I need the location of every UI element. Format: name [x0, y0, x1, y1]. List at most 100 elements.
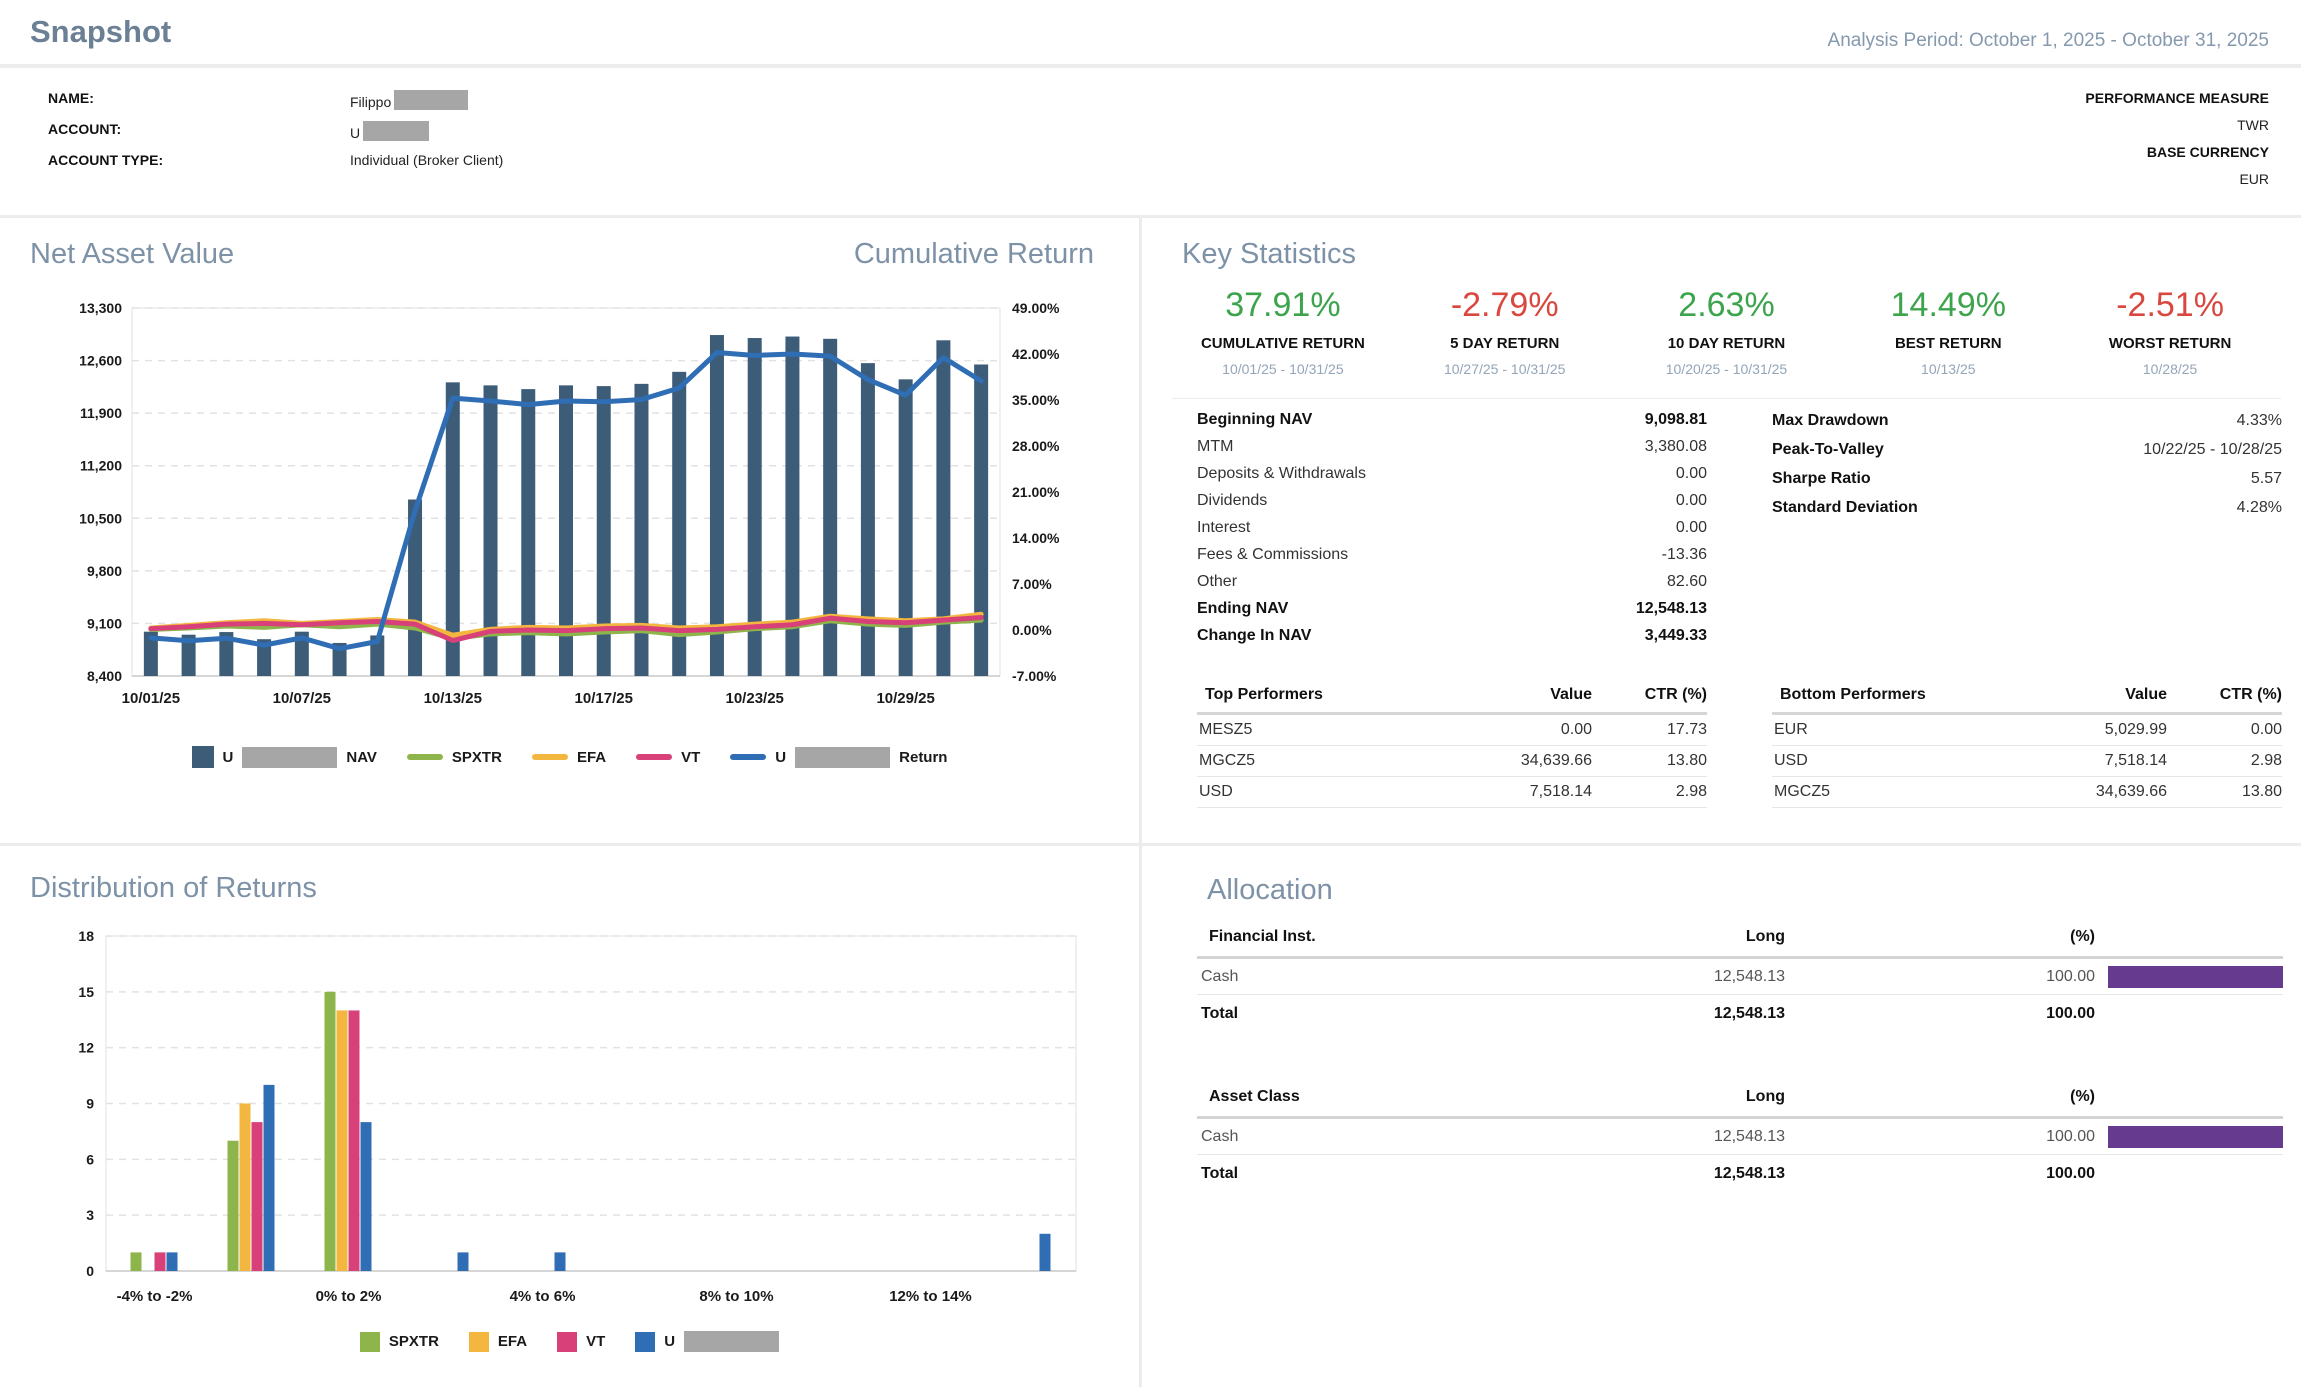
analysis-period: Analysis Period: October 1, 2025 - Octob… — [1827, 30, 2269, 51]
svg-text:12% to 14%: 12% to 14% — [889, 1288, 972, 1305]
legend-item: EFA — [468, 1331, 527, 1352]
table-header: Top Performers Value CTR (%) — [1197, 680, 1707, 715]
svg-text:10/29/25: 10/29/25 — [876, 690, 934, 707]
table-row: Dividends 0.00 — [1197, 491, 1707, 509]
table-row: EUR 5,029.99 0.00 — [1772, 715, 2282, 746]
bottom-performers-table: Bottom Performers Value CTR (%) EUR 5,02… — [1772, 680, 2282, 808]
table-row: Other 82.60 — [1197, 572, 1707, 590]
svg-text:7.00%: 7.00% — [1012, 576, 1052, 592]
performance-measure-value: TWR — [2237, 117, 2269, 133]
legend-swatch — [730, 754, 767, 760]
svg-text:10/13/25: 10/13/25 — [424, 690, 482, 707]
top-performers-table: Top Performers Value CTR (%) MESZ5 0.00 … — [1197, 680, 1707, 808]
allocation-bar — [2108, 1125, 2283, 1148]
svg-text:10/01/25: 10/01/25 — [122, 690, 180, 707]
stat-5-day-return: -2.79% 5 DAY RETURN 10/27/25 - 10/31/25 — [1443, 286, 1566, 377]
redacted-label — [684, 1331, 780, 1352]
legend-swatch — [359, 1331, 380, 1352]
svg-text:-4% to -2%: -4% to -2% — [117, 1288, 193, 1305]
svg-text:28.00%: 28.00% — [1012, 438, 1060, 454]
stat-10-day-return: 2.63% 10 DAY RETURN 10/20/25 - 10/31/25 — [1665, 286, 1788, 377]
redacted-name — [394, 90, 469, 110]
table-row: MGCZ5 34,639.66 13.80 — [1197, 746, 1707, 777]
svg-text:12,600: 12,600 — [79, 353, 122, 369]
table-row: USD 7,518.14 2.98 — [1197, 777, 1707, 808]
legend-item: EFA — [531, 749, 606, 766]
legend-item: VT — [636, 749, 700, 766]
key-statistics-title: Key Statistics — [1182, 238, 1357, 270]
nav-breakdown-table: Beginning NAV 9,098.81 MTM 3,380.08 Deposi… — [1197, 406, 1707, 649]
table-row: Standard Deviation 4.28% — [1772, 498, 2282, 516]
svg-text:-7.00%: -7.00% — [1012, 668, 1057, 684]
svg-text:49.00%: 49.00% — [1012, 300, 1060, 316]
base-currency-value: EUR — [2239, 171, 2269, 187]
svg-text:15: 15 — [78, 984, 94, 1000]
distribution-of-returns-panel: Distribution of Returns 0 3 6 9 12 15 18 -4% to… — [0, 846, 1142, 1387]
svg-text:8,400: 8,400 — [87, 668, 122, 684]
legend-swatch — [531, 754, 568, 760]
svg-text:0: 0 — [86, 1263, 94, 1279]
stats-divider — [1172, 398, 2281, 399]
allocation-bar — [2108, 965, 2283, 988]
table-header: Bottom Performers Value CTR (%) — [1772, 680, 2282, 715]
table-row: Deposits & Withdrawals 0.00 — [1197, 464, 1707, 482]
account-type-value: Individual (Broker Client) — [350, 152, 504, 168]
svg-text:9: 9 — [86, 1096, 94, 1112]
svg-text:0% to 2%: 0% to 2% — [316, 1288, 382, 1305]
table-row: Interest 0.00 — [1197, 518, 1707, 536]
svg-text:21.00%: 21.00% — [1012, 484, 1060, 500]
table-row: Fees & Commissions -13.36 — [1197, 545, 1707, 563]
svg-text:11,900: 11,900 — [80, 405, 122, 421]
legend-item: U NAV — [191, 746, 377, 768]
header-divider — [0, 64, 2301, 68]
svg-text:10,500: 10,500 — [79, 510, 122, 526]
stat-best-return: 14.49% BEST RETURN 10/13/25 — [1890, 286, 2006, 377]
legend-item: SPXTR — [359, 1331, 439, 1352]
table-row: Max Drawdown 4.33% — [1772, 411, 2282, 429]
table-header: Asset Class Long (%) — [1197, 1088, 2283, 1119]
redacted-label — [242, 746, 338, 768]
legend-swatch — [557, 1331, 578, 1352]
allocation-tables: Financial Inst. Long (%) Cash 12,548.13 … — [1197, 928, 2283, 1192]
svg-text:9,100: 9,100 — [87, 615, 122, 631]
svg-text:0.00%: 0.00% — [1012, 622, 1052, 638]
legend-swatch — [635, 1331, 656, 1352]
account-info: NAME: Filippo ACCOUNT: U ACCOUNT TYPE: I… — [48, 90, 503, 168]
distribution-of-returns-chart: 0 3 6 9 12 15 18 -4% to -2% 0% to 2% 4% to 6% 8% t… — [78, 928, 1077, 1305]
base-currency-label: BASE CURRENCY — [2146, 144, 2269, 160]
legend-swatch — [191, 746, 214, 768]
svg-text:4% to 6%: 4% to 6% — [510, 1288, 576, 1305]
svg-text:10/07/25: 10/07/25 — [273, 690, 331, 707]
distribution-chart-legend: SPXTR EFA VT U — [0, 1331, 1139, 1352]
svg-text:3: 3 — [86, 1207, 94, 1223]
svg-text:35.00%: 35.00% — [1012, 392, 1060, 408]
table-row-total: Total 12,548.13 100.00 — [1201, 1164, 2095, 1182]
table-row: MESZ5 0.00 17.73 — [1197, 715, 1707, 746]
redacted-label — [795, 746, 891, 768]
table-row: Cash 12,548.13 100.00 — [1197, 1119, 2283, 1155]
key-stats-row: 37.91% CUMULATIVE RETURN 10/01/25 - 10/3… — [1172, 286, 2281, 377]
table-row-total: Total 12,548.13 100.00 — [1201, 1004, 2095, 1022]
name-value: Filippo — [350, 90, 503, 110]
svg-text:14.00%: 14.00% — [1012, 530, 1060, 546]
allocation-panel: Allocation Financial Inst. Long (%) Cash… — [1142, 846, 2301, 1387]
performers-tables: Top Performers Value CTR (%) MESZ5 0.00 … — [1197, 680, 2286, 808]
legend-item: VT — [557, 1331, 605, 1352]
page-title: Snapshot — [30, 14, 172, 49]
table-row: Sharpe Ratio 5.57 — [1772, 469, 2282, 487]
risk-stats-table: Max Drawdown 4.33% Peak-To-Valley 10/22/25… — [1772, 406, 2282, 649]
table-row: Beginning NAV 9,098.81 — [1197, 410, 1707, 428]
redacted-account-id — [363, 121, 430, 141]
financial-inst-table: Financial Inst. Long (%) Cash 12,548.13 … — [1197, 928, 2283, 1032]
nav-panel-title: Net Asset Value — [30, 238, 235, 270]
legend-swatch — [636, 754, 673, 760]
name-label: NAME: — [48, 90, 94, 106]
svg-text:6: 6 — [86, 1151, 94, 1167]
cumulative-return-title: Cumulative Return — [853, 238, 1094, 270]
stat-cumulative-return: 37.91% CUMULATIVE RETURN 10/01/25 - 10/3… — [1200, 286, 1365, 377]
legend-item: U Return — [730, 746, 947, 768]
report-settings: PERFORMANCE MEASURE TWR BASE CURRENCY EU… — [2085, 90, 2269, 187]
account-type-label: ACCOUNT TYPE: — [48, 152, 164, 168]
asset-class-table: Asset Class Long (%) Cash 12,548.13 100.… — [1197, 1088, 2283, 1192]
